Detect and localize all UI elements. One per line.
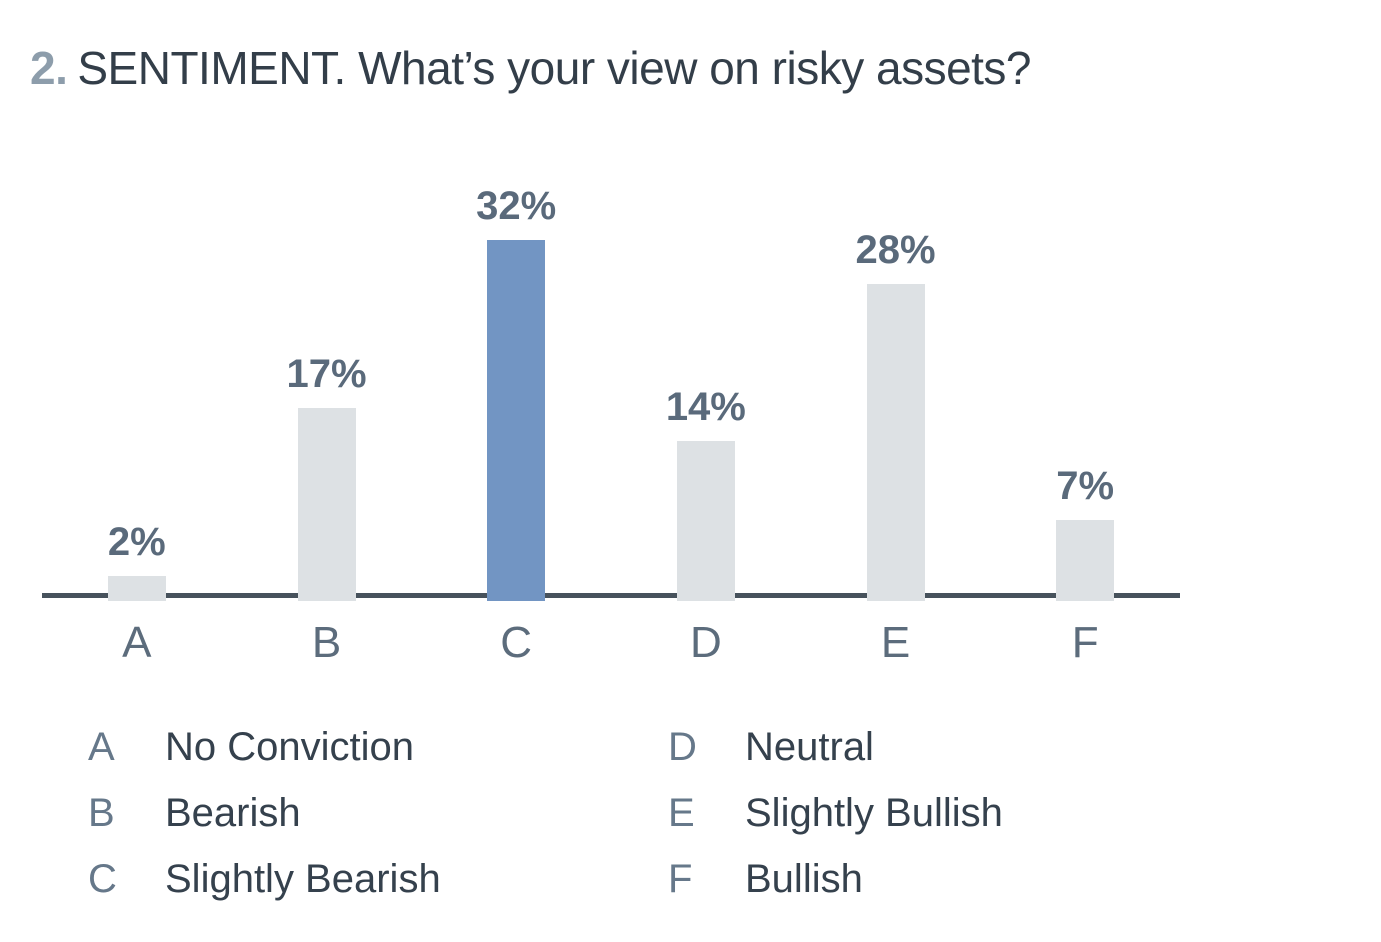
legend-item-e: E Slightly Bullish (668, 790, 1003, 836)
category-row: A B C D E F (42, 618, 1180, 668)
legend-key-e: E (668, 791, 695, 835)
question-text: SENTIMENT. What’s your view on risky ass… (77, 42, 1032, 94)
bar-chart: 2% 17% 32% 14% 28% 7% (42, 138, 1180, 601)
legend-label-a: No Conviction (165, 725, 415, 769)
value-label-b: 17% (286, 351, 367, 396)
category-label-a: A (122, 618, 152, 667)
value-label-d: 14% (665, 385, 746, 430)
bar-d (676, 441, 735, 601)
question-number: 2. (30, 42, 68, 94)
legend-item-b: B Bearish (88, 790, 668, 836)
bar-b (297, 407, 356, 601)
legend-key-f: F (668, 857, 693, 901)
category-label-c: C (500, 618, 533, 667)
bar-c (487, 239, 546, 601)
question-title: 2. SENTIMENT. What’s your view on risky a… (30, 40, 1032, 96)
legend-column-1: A No Conviction B Bearish C Slightly Bearish (88, 724, 668, 922)
legend-label-e: Slightly Bullish (745, 791, 1003, 835)
bar-column-e: 28% (801, 138, 991, 601)
category-label-d: D (689, 618, 722, 667)
category-label-f: F (1071, 618, 1099, 667)
value-label-c: 32% (476, 183, 557, 228)
legend-label-c: Slightly Bearish (165, 857, 441, 901)
legend-item-c: C Slightly Bearish (88, 856, 668, 902)
legend-label-d: Neutral (745, 725, 874, 769)
legend-item-f: F Bullish (668, 856, 1003, 902)
legend-key-c: C (88, 857, 117, 901)
value-label-a: 2% (107, 519, 166, 564)
x-axis-line (42, 593, 1180, 598)
bar-column-b: 17% (232, 138, 422, 601)
bar-f (1056, 519, 1115, 601)
bar-columns: 2% 17% 32% 14% 28% 7% (42, 138, 1180, 601)
bar-column-a: 2% (42, 138, 232, 601)
legend: A No Conviction B Bearish C Slightly Bearish D… (88, 724, 1003, 922)
bar-column-c: 32% (421, 138, 611, 601)
bar-e (866, 284, 925, 601)
value-label-f: 7% (1056, 463, 1115, 508)
legend-item-a: A No Conviction (88, 724, 668, 770)
legend-key-a: A (88, 725, 115, 769)
legend-key-b: B (88, 791, 115, 835)
category-label-b: B (311, 618, 342, 667)
legend-label-b: Bearish (165, 791, 301, 835)
bar-a (107, 575, 166, 601)
category-label-e: E (880, 618, 911, 667)
legend-column-2: D Neutral E Slightly Bullish F Bullish (668, 724, 1003, 922)
legend-item-d: D Neutral (668, 724, 1003, 770)
bar-column-d: 14% (611, 138, 801, 601)
value-label-e: 28% (855, 228, 936, 273)
legend-key-d: D (668, 725, 697, 769)
legend-label-f: Bullish (745, 857, 863, 901)
bar-column-f: 7% (990, 138, 1180, 601)
